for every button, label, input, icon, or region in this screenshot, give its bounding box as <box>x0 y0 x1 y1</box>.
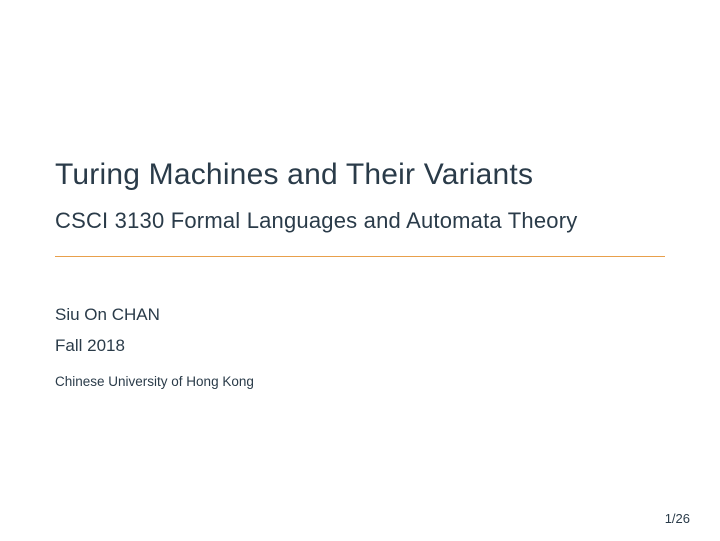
slide: Turing Machines and Their Variants CSCI … <box>0 0 720 541</box>
affiliation: Chinese University of Hong Kong <box>55 374 254 389</box>
divider-rule <box>55 256 665 257</box>
slide-title: Turing Machines and Their Variants <box>55 158 533 192</box>
slide-subtitle: CSCI 3130 Formal Languages and Automata … <box>55 208 577 234</box>
author-name: Siu On CHAN <box>55 305 160 325</box>
page-number: 1/26 <box>665 511 690 526</box>
term-label: Fall 2018 <box>55 336 125 356</box>
